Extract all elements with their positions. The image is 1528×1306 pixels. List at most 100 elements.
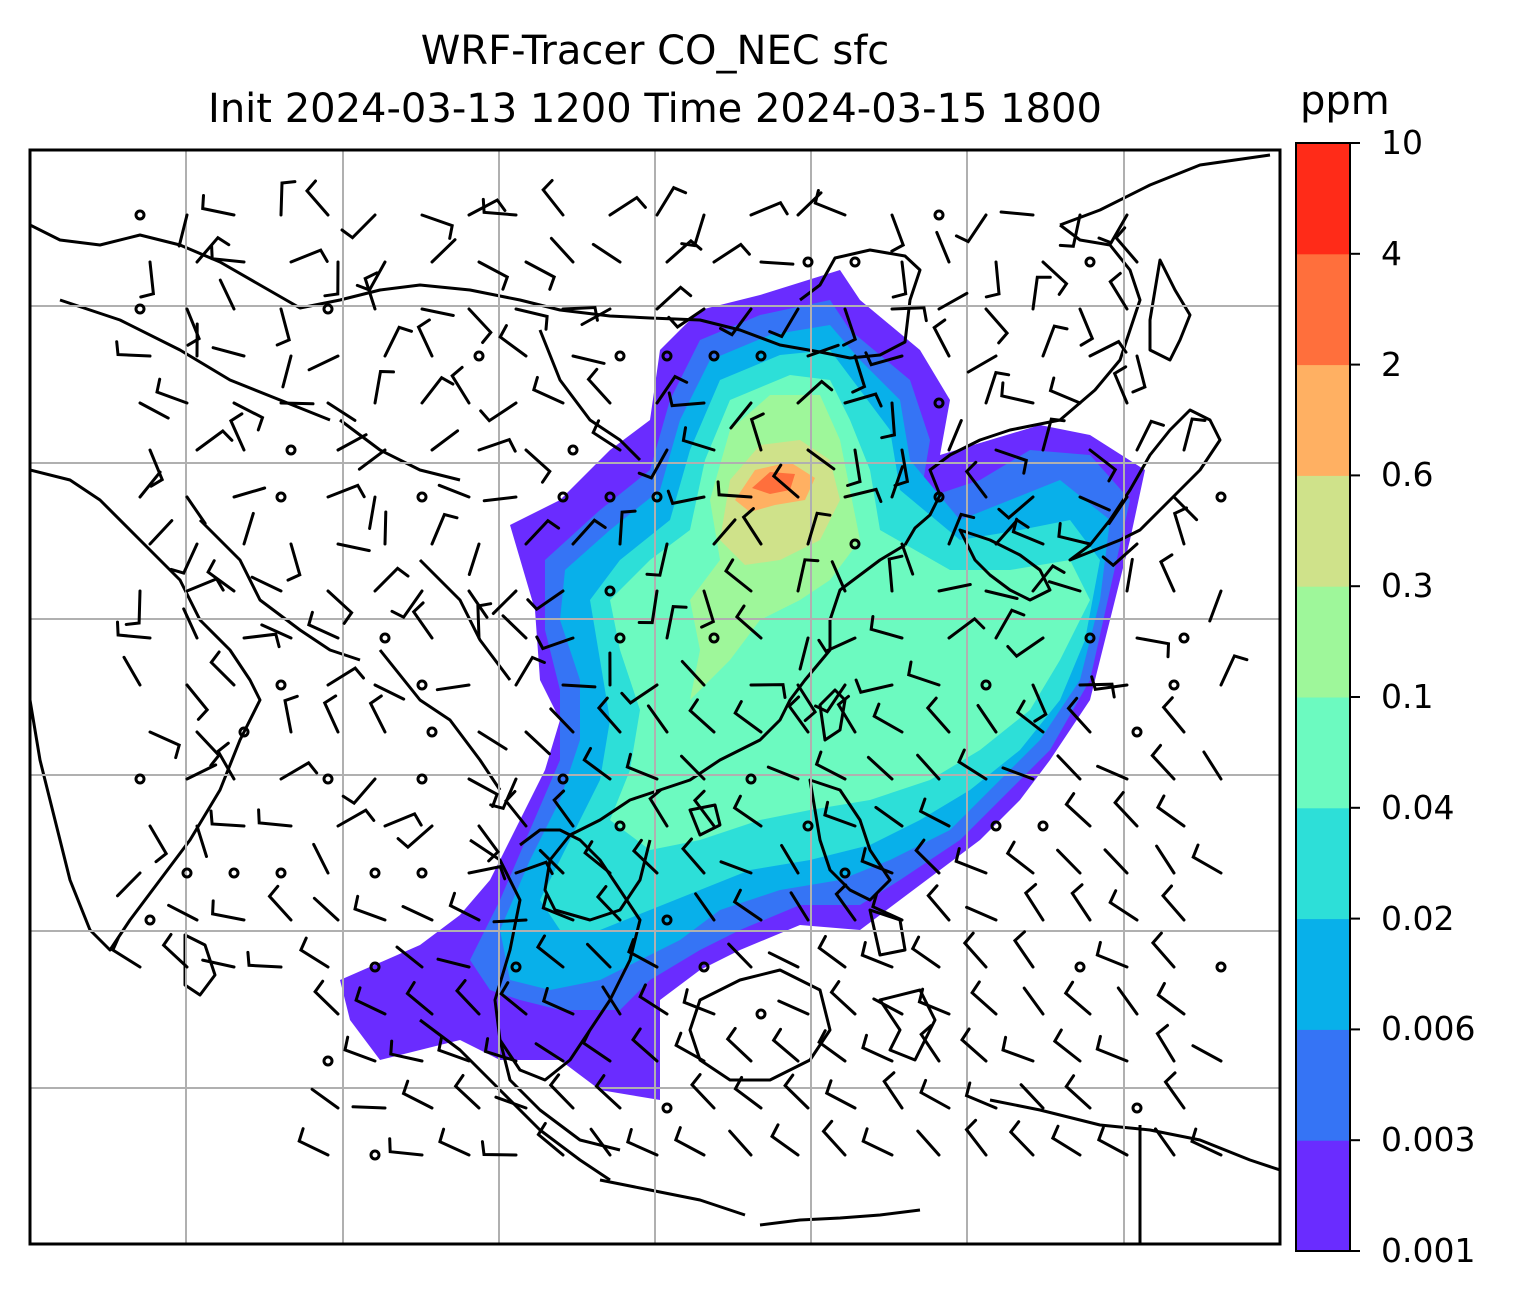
calm-wind-marker	[604, 491, 616, 503]
wind-barb	[535, 934, 565, 969]
wind-barb	[688, 698, 716, 734]
wind-barb	[229, 412, 246, 452]
calm-wind-marker	[661, 914, 673, 926]
wind-barb	[964, 1118, 988, 1157]
wind-barb	[453, 1074, 481, 1110]
wind-barb	[766, 765, 800, 781]
wind-barb	[608, 195, 647, 217]
wind-barb	[477, 730, 508, 751]
wind-barb	[1031, 563, 1066, 593]
wind-barb	[138, 401, 170, 420]
wind-barb	[116, 620, 152, 640]
wind-barb	[242, 632, 281, 649]
calm-wind-marker	[933, 491, 945, 503]
wind-barb	[700, 589, 716, 629]
wind-barb	[768, 307, 800, 339]
calm-wind-marker	[651, 491, 663, 503]
wind-barb	[477, 437, 517, 453]
wind-barb	[680, 754, 706, 781]
wind-barb	[467, 198, 507, 217]
wind-barb	[874, 805, 904, 828]
wind-barb	[734, 604, 763, 640]
wind-barb	[1012, 930, 1035, 969]
calm-wind-marker	[933, 209, 945, 221]
wind-barb	[185, 307, 201, 347]
wind-barb	[890, 213, 906, 253]
wind-barb	[984, 589, 1019, 600]
wind-barb	[1150, 743, 1176, 781]
colorbar-segment	[1296, 1140, 1350, 1252]
wind-barb	[1066, 696, 1092, 734]
colorbar-tick-label: 0.003	[1381, 1120, 1476, 1160]
wind-barb	[1095, 1034, 1129, 1063]
wind-barb	[749, 412, 765, 452]
wind-barb	[719, 860, 753, 875]
wind-barb	[326, 483, 366, 499]
wind-barb	[467, 542, 481, 576]
wind-barb	[1135, 419, 1165, 452]
wind-barb	[552, 789, 575, 828]
calm-wind-marker	[369, 867, 381, 879]
wind-barb	[1125, 557, 1134, 593]
wind-barb	[514, 307, 549, 331]
calm-wind-marker	[322, 1055, 334, 1067]
wind-barb	[167, 903, 199, 922]
wind-barb	[373, 566, 410, 593]
wind-barb	[767, 951, 800, 969]
calm-wind-marker	[614, 632, 626, 644]
wind-barb	[1155, 1023, 1176, 1063]
wind-barb	[1150, 931, 1176, 969]
calm-wind-marker	[416, 773, 428, 785]
wind-barb	[777, 999, 810, 1016]
wind-barb	[869, 615, 904, 640]
wind-barb	[211, 899, 246, 922]
wind-barb	[1015, 699, 1045, 734]
wind-barb	[396, 824, 434, 850]
wind-barb	[655, 285, 693, 311]
wind-barb	[343, 1035, 377, 1063]
wind-barb	[383, 325, 413, 358]
wind-barb	[891, 260, 908, 299]
calm-wind-marker	[1084, 256, 1096, 268]
wind-barb	[1190, 1127, 1223, 1157]
calm-wind-marker	[802, 820, 814, 832]
calm-wind-marker	[755, 1008, 767, 1020]
wind-barb	[531, 375, 565, 405]
wind-barb	[437, 1035, 471, 1063]
wind-barb	[538, 849, 565, 875]
wind-barb	[719, 307, 753, 337]
wind-barb	[336, 433, 368, 452]
wind-barb	[299, 936, 330, 969]
wind-barb	[1155, 794, 1186, 828]
wind-barb	[966, 354, 998, 374]
wind-barb	[965, 905, 998, 922]
wind-barb	[1161, 884, 1186, 922]
wind-barb	[935, 230, 951, 264]
wind-barb	[1108, 271, 1129, 311]
wind-barb	[957, 748, 988, 781]
wind-barb	[682, 988, 716, 1016]
wind-barb	[830, 560, 847, 593]
wind-barb	[910, 935, 941, 969]
colorbar-segment	[1296, 807, 1350, 920]
wind-barb	[420, 375, 455, 405]
wind-barb	[326, 401, 357, 422]
coastline-philippines	[808, 778, 907, 957]
wind-barb	[918, 797, 951, 828]
wind-barb	[999, 210, 1035, 217]
wind-barb	[1008, 1120, 1035, 1157]
wind-barb	[732, 794, 763, 828]
tracer-concentration-field	[340, 270, 1145, 1100]
wind-barb	[390, 589, 424, 620]
wind-barb	[124, 589, 142, 626]
calm-wind-marker	[614, 820, 626, 832]
calm-wind-marker	[849, 538, 861, 550]
wind-barb	[210, 244, 246, 264]
wind-barb	[1101, 542, 1139, 568]
wind-barb	[489, 777, 518, 811]
wind-barb	[250, 575, 283, 593]
wind-barb	[526, 589, 565, 612]
wind-barb	[395, 945, 424, 969]
wind-barb	[1006, 636, 1045, 659]
wind-barb	[483, 1037, 518, 1063]
